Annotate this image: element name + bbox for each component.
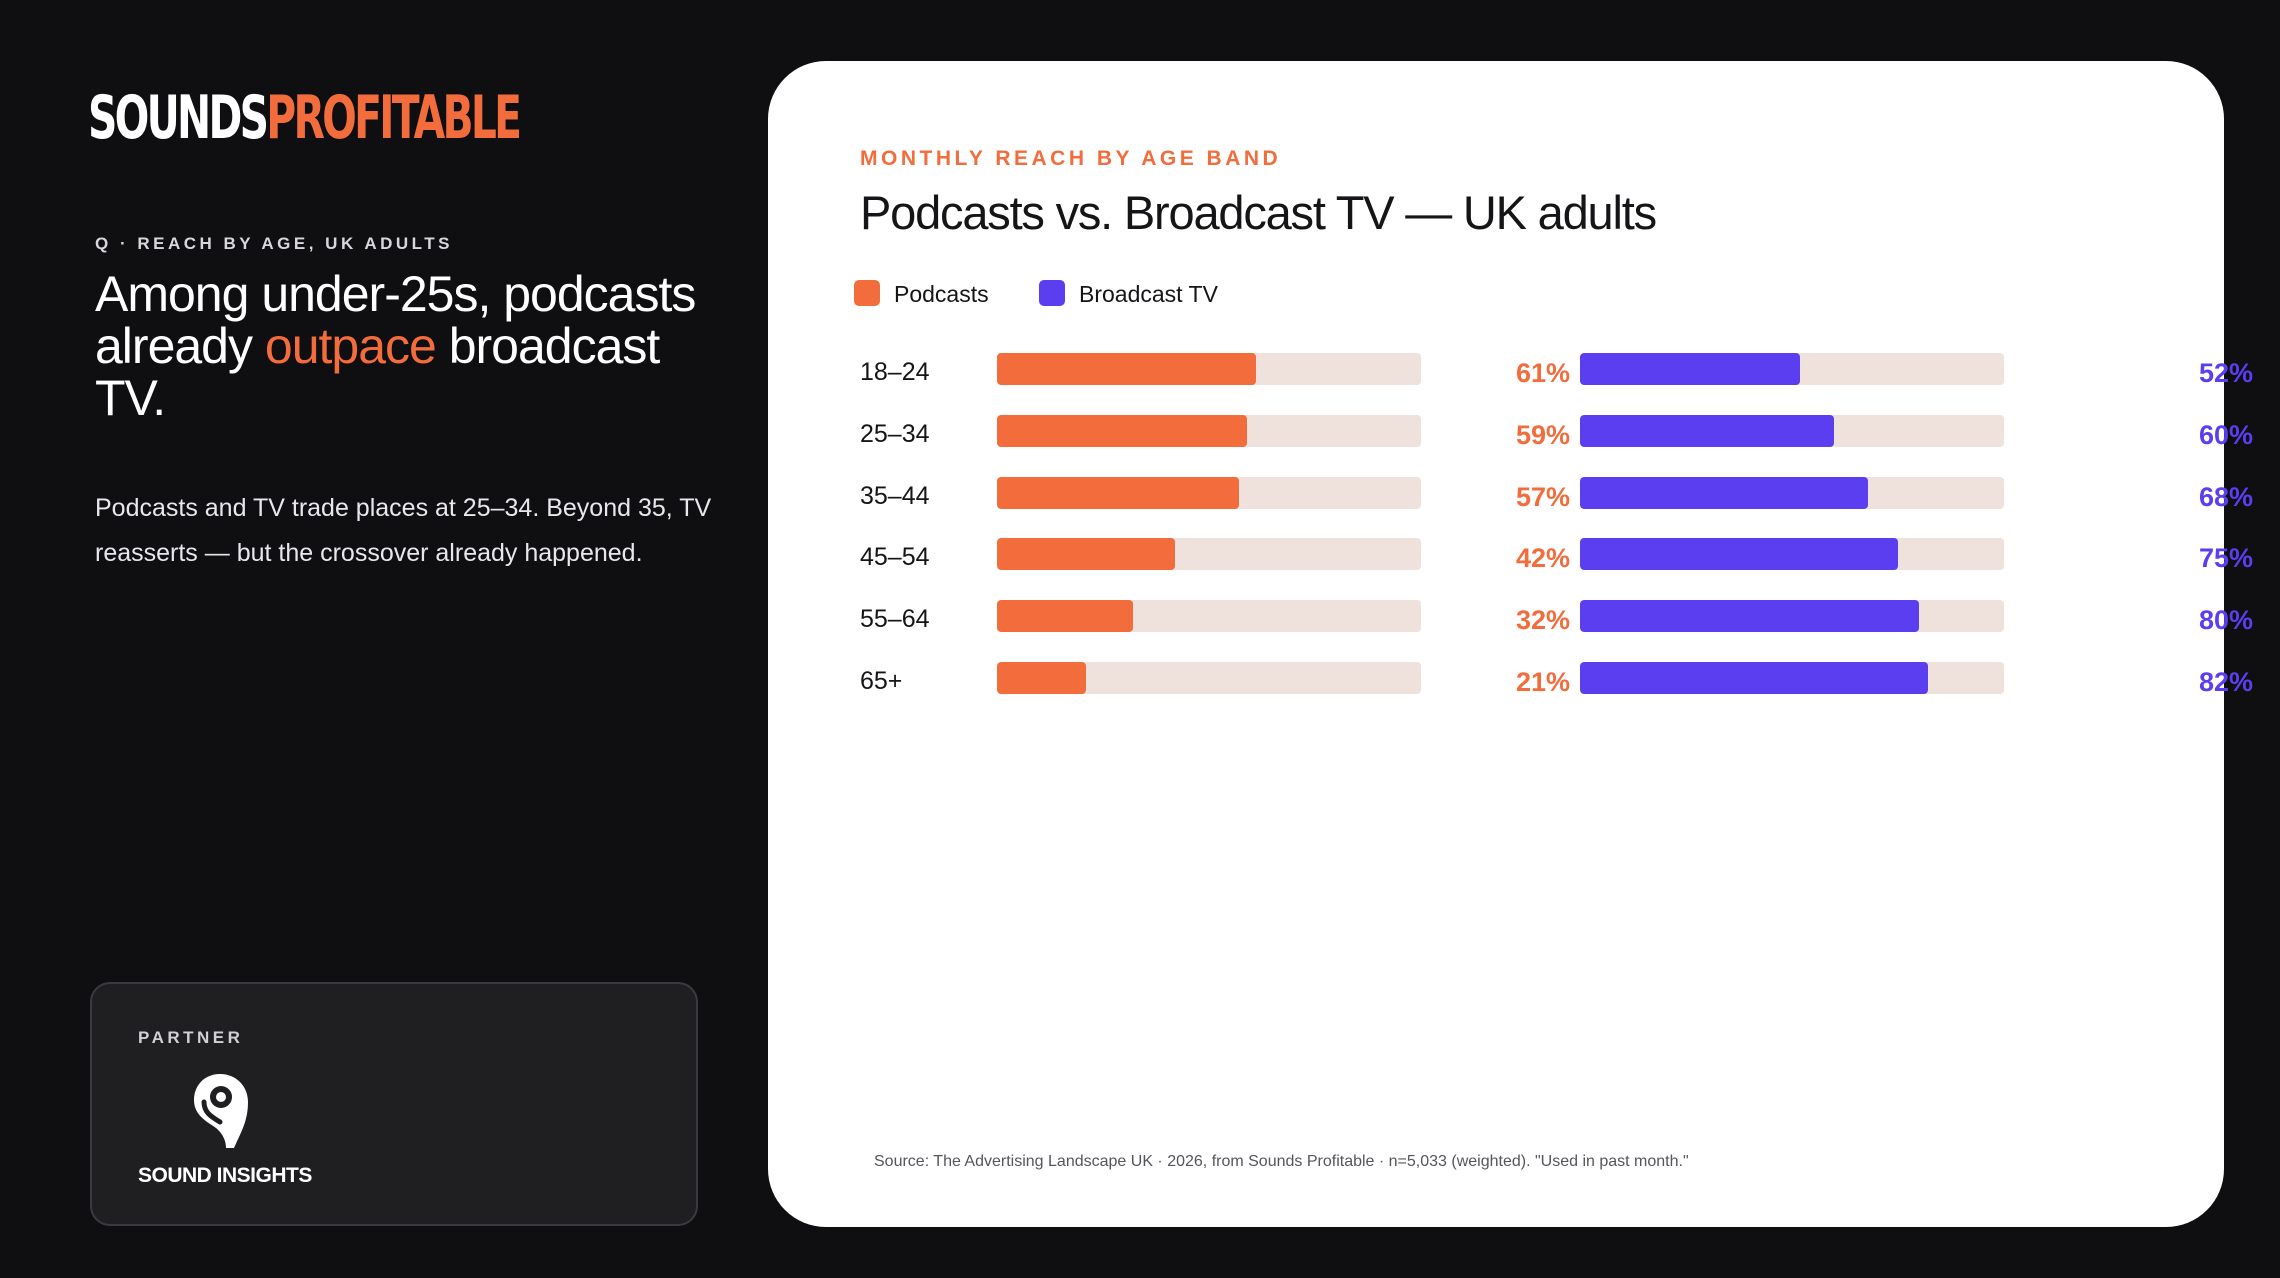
broadcast-tv-bar-track — [1580, 538, 2004, 571]
partner-label: PARTNER — [138, 1028, 244, 1047]
headline-highlight: outpace — [264, 318, 437, 374]
podcasts-bar-track — [997, 353, 1421, 385]
chart-source: Source: The Advertising Landscape UK · 2… — [874, 1153, 1689, 1170]
chart-row: 65+ 21% 82% — [768, 659, 2253, 699]
chart-title: Podcasts vs. Broadcast TV — UK adults — [860, 186, 1657, 239]
broadcast-tv-value-label: 60% — [2198, 419, 2253, 450]
sounds-profitable-logo: SOUNDSPROFITABLE — [88, 83, 522, 153]
podcasts-bar — [997, 476, 1239, 509]
broadcast-tv-bar — [1580, 600, 1920, 633]
podcasts-bar — [997, 600, 1133, 633]
podcasts-value-label: 21% — [1515, 667, 1570, 697]
broadcast-tv-bar-track — [1580, 600, 2004, 633]
legend-label-broadcast-tv: Broadcast TV — [1079, 281, 1218, 307]
broadcast-tv-bar — [1580, 662, 1928, 694]
broadcast-tv-bar-track — [1580, 353, 2004, 385]
category-label: 45–54 — [860, 543, 930, 572]
legend-swatch-podcasts — [854, 280, 880, 306]
podcasts-value-label: 32% — [1515, 605, 1570, 636]
podcasts-bar-track — [997, 414, 1421, 447]
broadcast-tv-value-label: 68% — [2198, 481, 2253, 512]
podcasts-value-label: 42% — [1515, 543, 1570, 574]
podcasts-value-label: 57% — [1515, 481, 1570, 512]
broadcast-tv-value-label: 52% — [2198, 358, 2253, 388]
category-label: 65+ — [860, 667, 903, 695]
legend-swatch-broadcast-tv — [1039, 280, 1065, 306]
partner-name: SOUND INSIGHTS — [138, 1164, 312, 1187]
podcasts-value-label: 59% — [1515, 419, 1570, 450]
body-text: Podcasts and TV trade places at 25–34. B… — [95, 494, 712, 567]
category-label: 55–64 — [860, 605, 930, 634]
chart-row: 25–34 59% 60% — [768, 412, 2253, 452]
broadcast-tv-bar-track — [1580, 414, 2004, 447]
podcasts-bar — [997, 538, 1176, 571]
podcasts-bar-track — [997, 662, 1421, 694]
chart-row: 45–54 42% 75% — [768, 535, 2253, 575]
podcasts-bar — [997, 662, 1087, 694]
broadcast-tv-bar-track — [1580, 662, 2004, 694]
podcasts-bar-track — [997, 476, 1421, 509]
chart-card: MONTHLY REACH BY AGE BAND Podcasts vs. B… — [768, 61, 2253, 1227]
broadcast-tv-bar — [1580, 476, 1869, 509]
category-label: 25–34 — [860, 419, 930, 448]
chart-row: 55–64 32% 80% — [768, 597, 2253, 637]
headline: Among under-25s, podcasts already outpac… — [95, 266, 696, 426]
broadcast-tv-value-label: 80% — [2198, 605, 2253, 636]
partner-card: PARTNER SOUND INSIGHTS — [90, 982, 698, 1226]
category-label: 18–24 — [860, 358, 930, 386]
category-label: 35–44 — [860, 481, 930, 510]
legend-label-podcasts: Podcasts — [894, 281, 989, 307]
podcasts-bar — [997, 414, 1248, 447]
sound-insights-logo-icon — [194, 1074, 248, 1148]
chart-row: 18–24 61% 52% — [768, 350, 2253, 390]
broadcast-tv-bar — [1580, 353, 1801, 385]
broadcast-tv-bar-track — [1580, 476, 2004, 509]
chart-eyebrow: MONTHLY REACH BY AGE BAND — [860, 147, 1282, 170]
broadcast-tv-value-label: 75% — [2198, 543, 2253, 574]
chart-row: 35–44 57% 68% — [768, 474, 2253, 514]
broadcast-tv-value-label: 82% — [2198, 667, 2253, 697]
podcasts-bar — [997, 353, 1256, 385]
left-panel: SOUNDSPROFITABLE Q · REACH BY AGE, UK AD… — [0, 0, 760, 1278]
podcasts-value-label: 61% — [1515, 358, 1570, 388]
broadcast-tv-bar — [1580, 538, 1898, 571]
podcasts-bar-track — [997, 600, 1421, 633]
broadcast-tv-bar — [1580, 414, 1835, 447]
podcasts-bar-track — [997, 538, 1421, 571]
section-eyebrow: Q · REACH BY AGE, UK ADULTS — [95, 234, 454, 253]
